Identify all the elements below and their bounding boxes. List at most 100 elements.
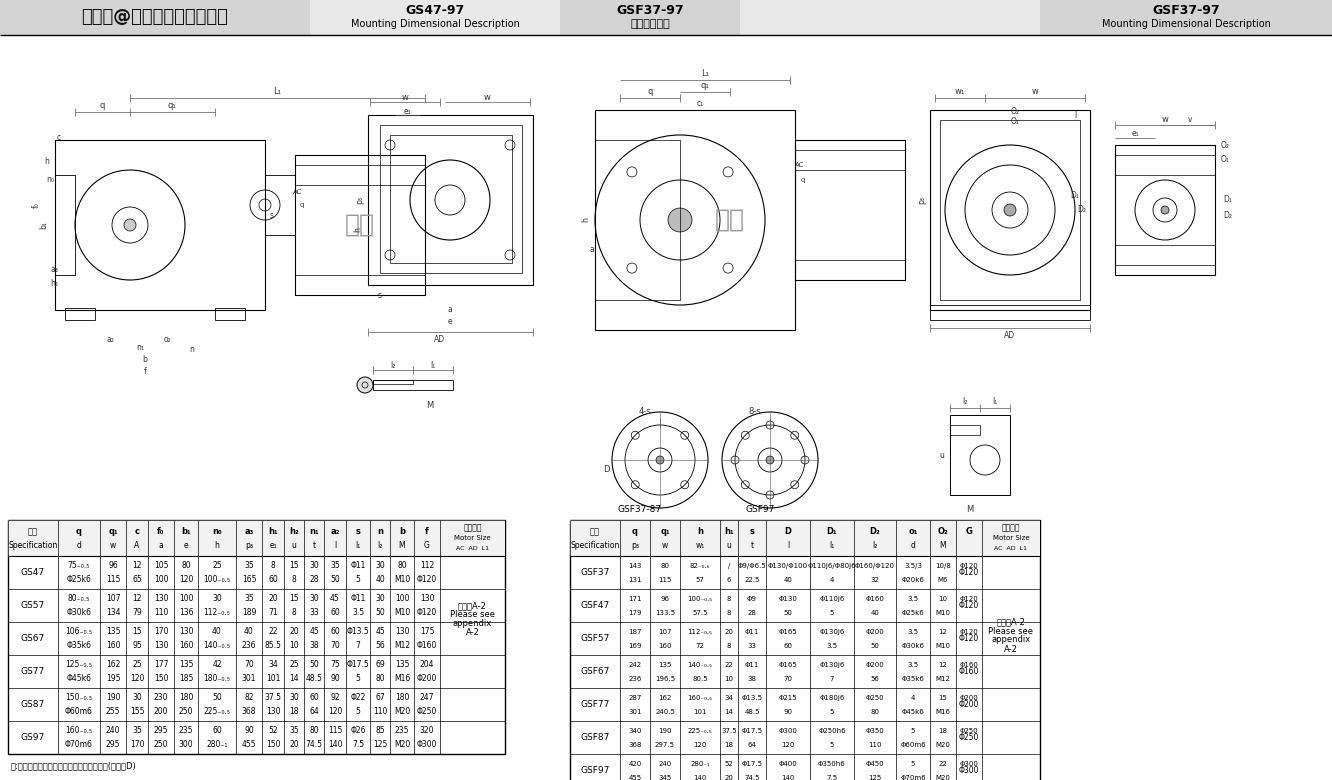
Bar [8, 520, 505, 754]
Text: 42: 42 [212, 661, 222, 669]
Text: 38: 38 [747, 675, 757, 682]
Text: 18: 18 [289, 707, 298, 716]
Text: 301: 301 [629, 709, 642, 714]
Text: 240.5: 240.5 [655, 709, 675, 714]
Text: 45: 45 [376, 627, 385, 636]
Text: 5: 5 [356, 707, 361, 716]
Text: b₁: b₁ [40, 221, 48, 229]
Text: 160: 160 [178, 641, 193, 651]
Text: 180: 180 [394, 693, 409, 703]
Text: 112₋₀.₅: 112₋₀.₅ [204, 608, 230, 617]
Text: 25: 25 [212, 562, 222, 570]
Bar [930, 110, 1090, 310]
Text: 131: 131 [629, 576, 642, 583]
Text: Mounting Dimensional Description: Mounting Dimensional Description [350, 19, 519, 29]
Text: Φ160: Φ160 [959, 662, 979, 668]
Text: 37.5: 37.5 [265, 693, 281, 703]
Text: 14: 14 [725, 709, 734, 714]
Text: 85: 85 [376, 726, 385, 736]
Text: 120: 120 [328, 707, 342, 716]
Text: h: h [353, 228, 362, 232]
Text: 125: 125 [868, 775, 882, 780]
Text: 4-s: 4-s [638, 407, 651, 417]
Text: Φ26: Φ26 [350, 726, 366, 736]
Text: 80: 80 [309, 726, 318, 736]
Text: 236: 236 [629, 675, 642, 682]
Text: 70: 70 [244, 661, 254, 669]
Text: 115: 115 [658, 576, 671, 583]
Bar [214, 308, 245, 320]
Text: 5: 5 [911, 761, 915, 767]
Bar [65, 308, 95, 320]
Text: q₁: q₁ [108, 527, 117, 537]
Text: 140₋₀.₅: 140₋₀.₅ [204, 641, 230, 651]
Text: 8: 8 [727, 596, 731, 602]
Text: Φ250: Φ250 [959, 728, 978, 734]
Text: 20: 20 [289, 740, 298, 750]
Text: 7.5: 7.5 [352, 740, 364, 750]
Text: e: e [448, 317, 453, 327]
Text: Φ165: Φ165 [779, 629, 798, 635]
Text: 115: 115 [328, 726, 342, 736]
Bar [741, 0, 1040, 35]
Text: Φ200: Φ200 [959, 700, 979, 709]
Text: D₁: D₁ [1224, 196, 1232, 204]
Text: Φ20k6: Φ20k6 [902, 576, 924, 583]
Text: Φ11: Φ11 [350, 594, 366, 604]
Text: 340: 340 [629, 728, 642, 734]
Text: 4: 4 [911, 695, 915, 701]
Text: 50: 50 [309, 661, 318, 669]
Text: /: / [727, 563, 730, 569]
Text: Φ350h6: Φ350h6 [818, 761, 846, 767]
Text: a: a [159, 541, 164, 551]
Text: A-2: A-2 [466, 628, 480, 637]
Text: d: d [76, 541, 81, 551]
Text: 75: 75 [330, 661, 340, 669]
Bar [1040, 0, 1332, 35]
Text: h: h [697, 527, 703, 537]
Text: 150: 150 [266, 740, 280, 750]
Text: 10: 10 [725, 675, 734, 682]
Text: 50: 50 [330, 576, 340, 584]
Text: 250: 250 [153, 740, 168, 750]
Text: 133.5: 133.5 [655, 610, 675, 615]
Text: n: n [189, 346, 194, 354]
Text: 300: 300 [178, 740, 193, 750]
Text: Φ45k6: Φ45k6 [67, 674, 92, 683]
Text: Φ17.5: Φ17.5 [742, 761, 762, 767]
Text: Φ180j6: Φ180j6 [819, 695, 844, 701]
Text: 180: 180 [178, 693, 193, 703]
Text: 130: 130 [153, 641, 168, 651]
Text: b: b [400, 527, 405, 537]
Text: 200: 200 [153, 707, 168, 716]
Bar [55, 140, 265, 310]
Text: 125₋₀.₅: 125₋₀.₅ [65, 661, 92, 669]
Bar [950, 425, 980, 435]
Text: q: q [801, 177, 805, 183]
Text: 30: 30 [376, 562, 385, 570]
Text: 67: 67 [376, 693, 385, 703]
Text: 140₋₀.₅: 140₋₀.₅ [687, 662, 713, 668]
Text: w: w [1162, 115, 1168, 125]
Text: l: l [1074, 111, 1076, 119]
Text: Φ300: Φ300 [959, 761, 979, 767]
Text: Φ300: Φ300 [959, 766, 979, 775]
Text: Φ130j6: Φ130j6 [819, 662, 844, 668]
Text: f₀: f₀ [157, 527, 165, 537]
Text: 25: 25 [289, 661, 298, 669]
Text: 40: 40 [783, 576, 793, 583]
Text: Φ22: Φ22 [350, 693, 366, 703]
Text: M10: M10 [394, 576, 410, 584]
Text: 70: 70 [330, 641, 340, 651]
Text: M10: M10 [394, 608, 410, 617]
Text: 60: 60 [330, 627, 340, 636]
Text: h₂: h₂ [289, 527, 298, 537]
Text: 240: 240 [658, 761, 671, 767]
Text: u: u [292, 541, 297, 551]
Text: 40: 40 [376, 576, 385, 584]
Bar [1115, 245, 1215, 265]
Text: Φ130/Φ100: Φ130/Φ100 [769, 563, 809, 569]
Text: Φ13.5: Φ13.5 [346, 627, 369, 636]
Text: l₁: l₁ [430, 360, 436, 370]
Text: O₂: O₂ [938, 527, 948, 537]
